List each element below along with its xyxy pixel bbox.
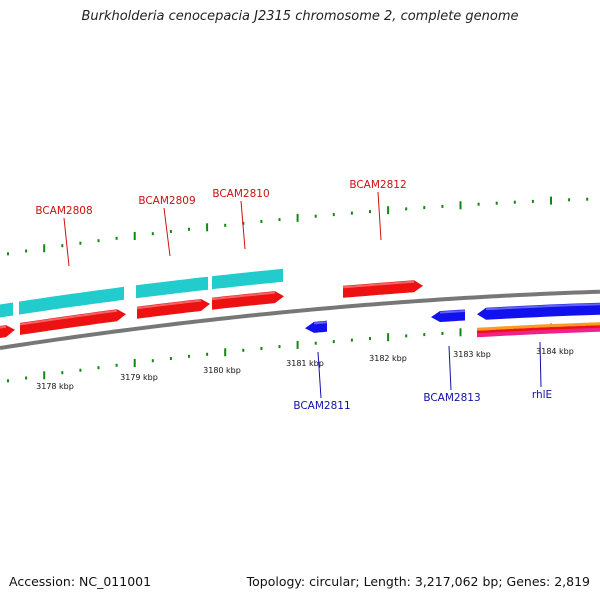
cds-segment xyxy=(19,286,124,315)
gene-leader-line xyxy=(63,217,70,267)
gene-label-reverse: BCAM2811 xyxy=(293,400,350,412)
gene-leader-line xyxy=(448,345,452,391)
backbone xyxy=(0,289,600,350)
scale-label: 3183 kbp xyxy=(453,350,491,359)
scale-label: 3179 kbp xyxy=(120,373,158,382)
backbone-line xyxy=(0,289,600,350)
gene-leader-line xyxy=(377,191,382,241)
gene-leader-line xyxy=(163,207,171,257)
reverse-gene-arrow xyxy=(431,309,466,322)
scale-label: 3182 kbp xyxy=(369,354,407,363)
reverse-gene-arrow xyxy=(305,320,328,333)
gene-label-forward: BCAM2812 xyxy=(349,179,406,191)
gene-label-forward: BCAM2809 xyxy=(138,195,195,207)
scale-labels: 3178 kbp 3179 kbp 3180 kbp 3181 kbp 3182 kbp… xyxy=(36,347,574,391)
forward-gene-arrow xyxy=(342,280,423,298)
map-title: Burkholderia cenocepacia J2315 chromosom… xyxy=(81,9,519,24)
gene-label-reverse: BCAM2813 xyxy=(423,392,480,404)
gene-labels: BCAM2808 BCAM2809 BCAM2810 BCAM2812 BCAM2811… xyxy=(35,179,552,412)
forward-gene-arrow xyxy=(0,325,15,338)
gene-leader-line xyxy=(317,351,322,399)
gene-leader-line xyxy=(539,341,542,388)
cds-segment xyxy=(136,276,208,299)
accession-text: Accession: NC_011001 xyxy=(9,574,152,589)
scale-label: 3178 kbp xyxy=(36,382,74,391)
gene-label-reverse: rhlE xyxy=(532,389,552,401)
gene-leader-line xyxy=(240,200,246,250)
reverse-gene-arrow xyxy=(477,302,600,320)
forward-gene-arrow xyxy=(136,299,210,319)
scale-label: 3180 kbp xyxy=(203,366,241,375)
gene-track xyxy=(0,268,600,338)
feature-band xyxy=(477,322,600,331)
cds-segment xyxy=(0,302,13,318)
scale-label: 3184 kbp xyxy=(536,347,574,356)
cds-segment xyxy=(212,268,283,290)
gene-label-forward: BCAM2808 xyxy=(35,205,92,217)
gene-label-forward: BCAM2810 xyxy=(212,188,269,200)
forward-gene-arrow xyxy=(19,309,126,335)
forward-gene-arrow xyxy=(211,291,284,310)
scale-label: 3181 kbp xyxy=(286,359,324,368)
scale-ticks xyxy=(7,196,589,383)
feature-band xyxy=(477,327,600,338)
topology-summary: Topology: circular; Length: 3,217,062 bp… xyxy=(246,574,590,589)
